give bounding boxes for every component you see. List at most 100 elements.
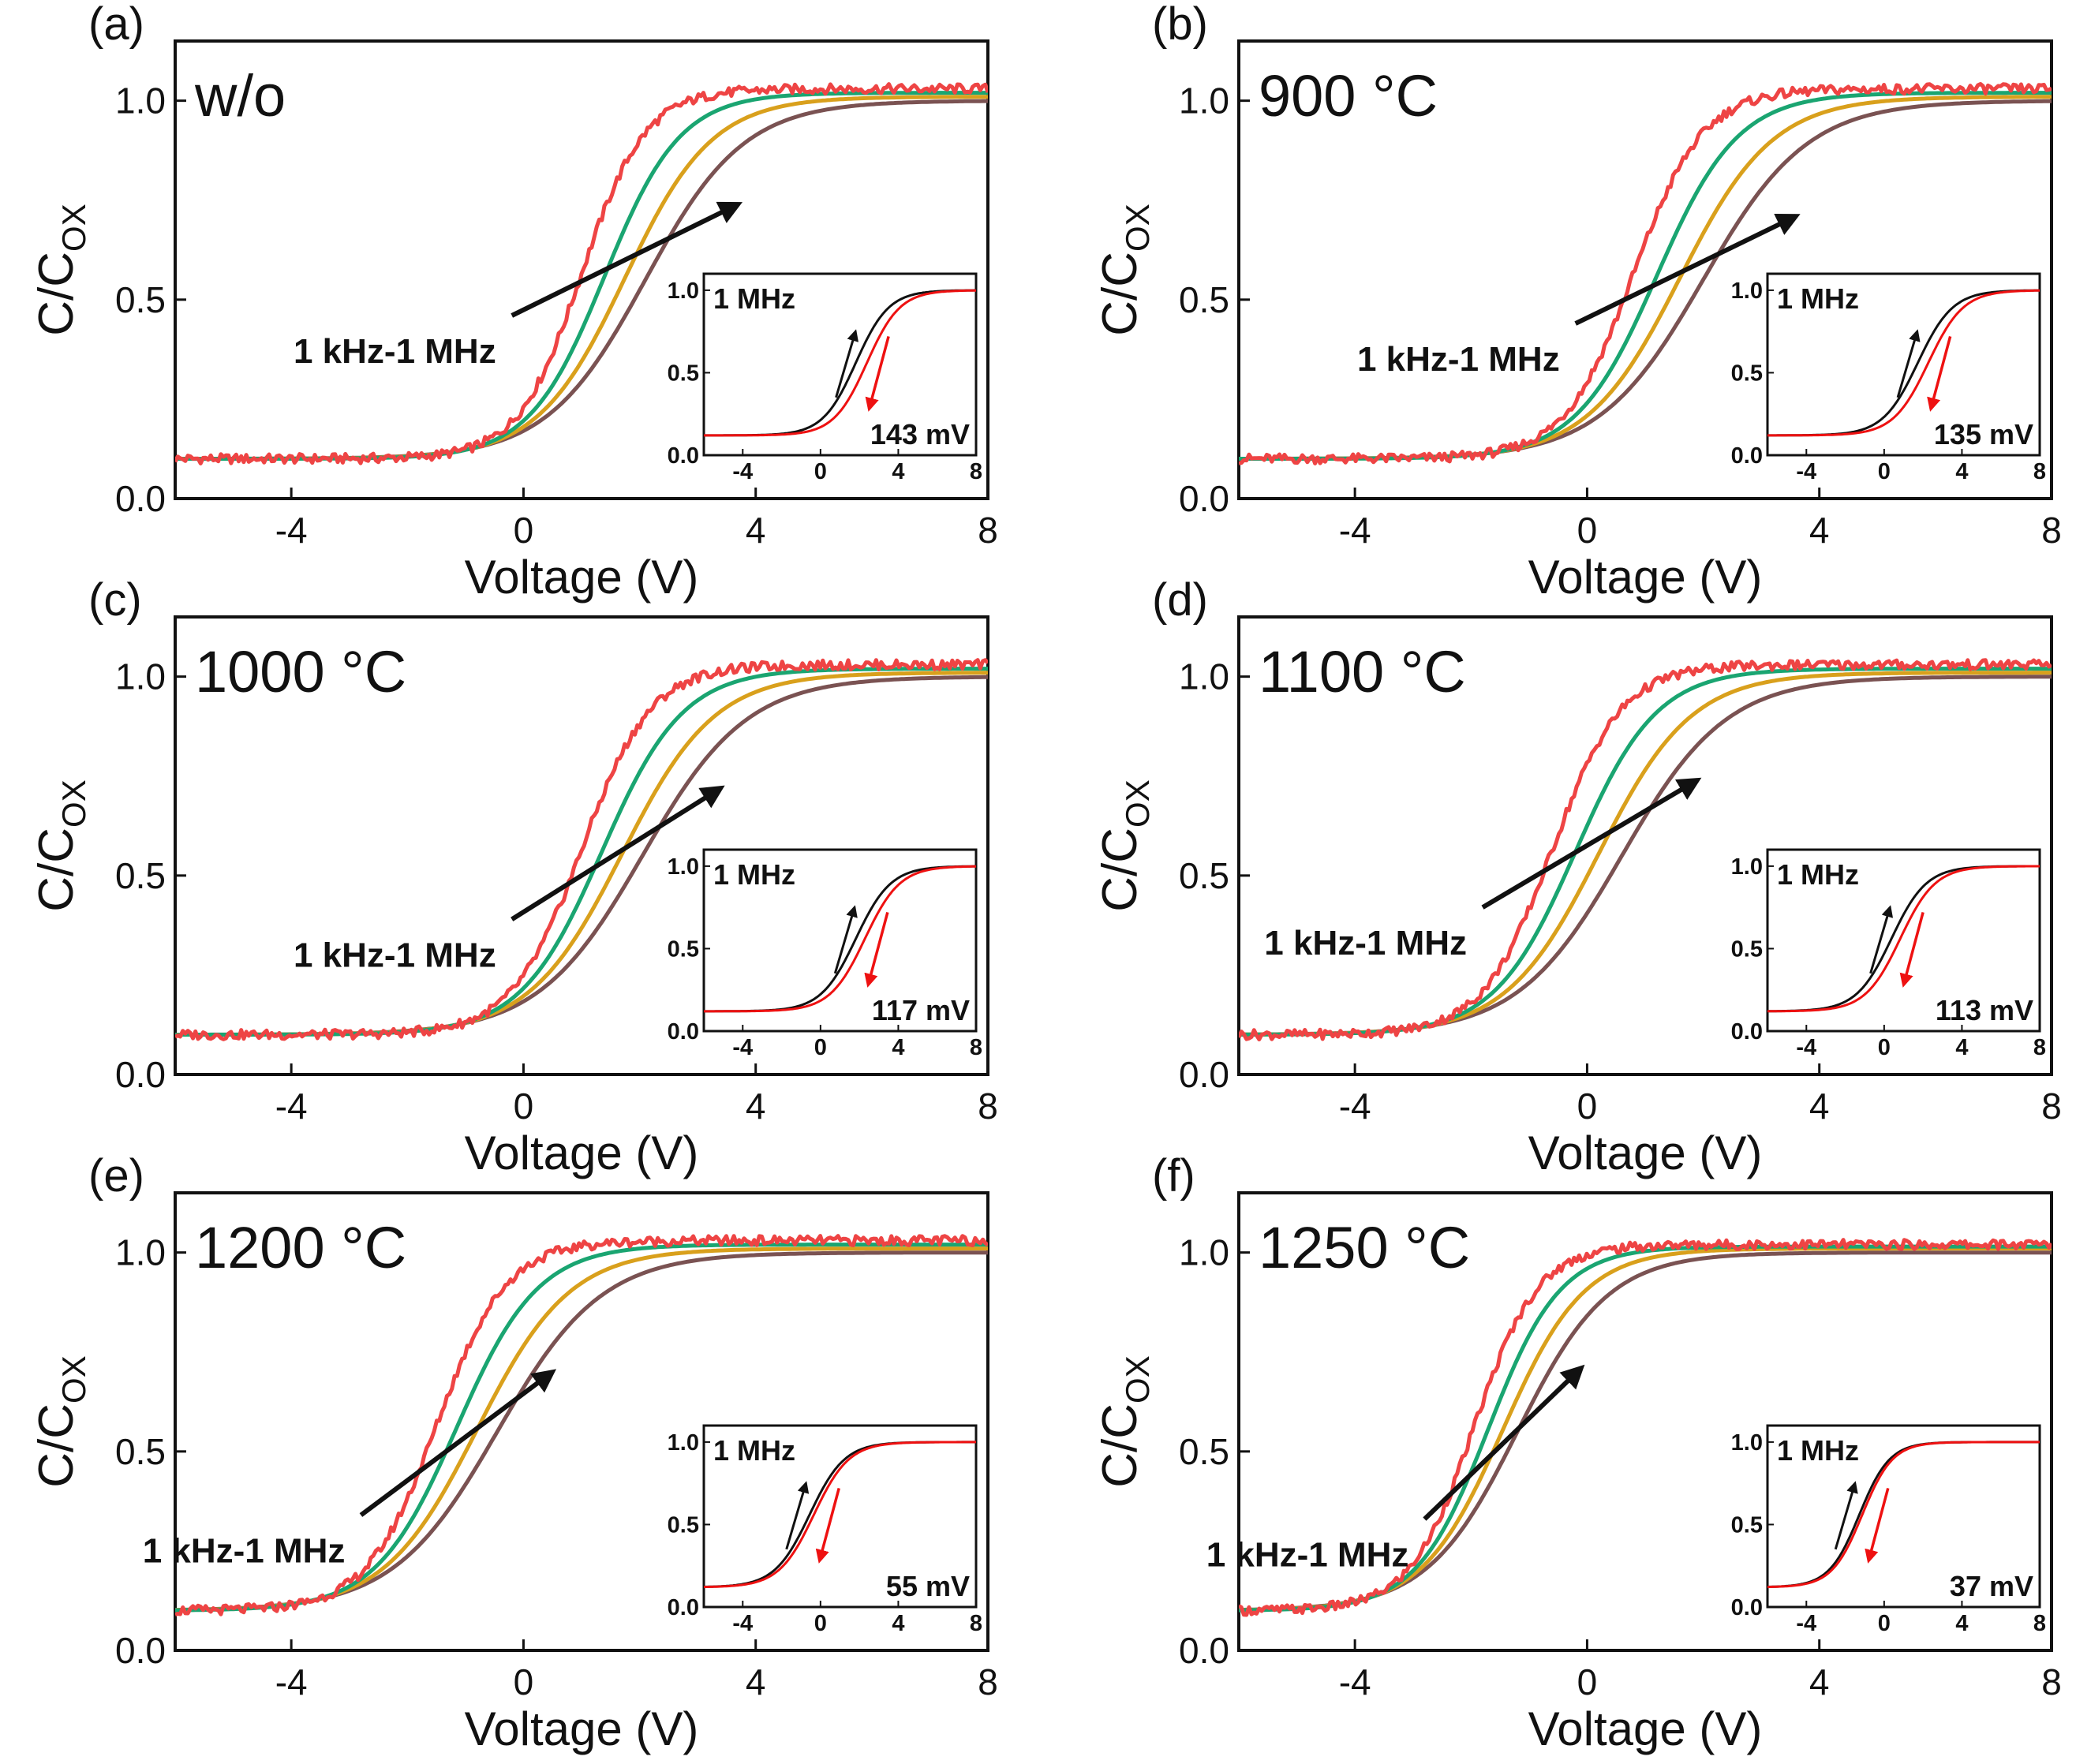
inset-y-tick-label: 0.5 — [1731, 936, 1763, 962]
x-tick-label: 0 — [1577, 510, 1598, 551]
inset-frame — [1766, 272, 2041, 457]
plot-frame — [174, 1191, 989, 1652]
frequency-arrow — [511, 785, 725, 921]
x-tick-label: 4 — [1809, 1661, 1830, 1702]
inset-reverse-sweep — [704, 865, 977, 1013]
plot-frame — [1237, 615, 2053, 1076]
inset-x-tick-label: 8 — [2033, 459, 2046, 484]
inset-reverse-arrow — [815, 1488, 840, 1564]
y-axis-label: C/COX — [1093, 204, 1156, 335]
series-group — [1239, 1238, 2052, 1617]
inset-y-tick-label: 0.5 — [668, 361, 699, 386]
inset-y-tick-label: 0.5 — [1731, 361, 1763, 386]
inset-x-tick-label: 0 — [1878, 459, 1891, 484]
inset-y-tick-label: 0.0 — [1731, 1595, 1763, 1620]
frequency-label: 1 kHz-1 MHz — [1264, 924, 1467, 962]
inset-y-tick-label: 0.0 — [1731, 1019, 1763, 1045]
panel-letter: (c) — [88, 574, 142, 626]
series-line-10khz — [1239, 667, 2052, 1037]
series-line-1khz — [175, 658, 988, 1041]
plot-frame — [1237, 1191, 2053, 1652]
y-tick-label: 0.0 — [1179, 1630, 1229, 1671]
x-tick-label: 8 — [978, 1661, 998, 1702]
series-line-1khz — [175, 82, 988, 465]
y-axis-label-main: C/C — [1093, 252, 1147, 336]
inset-y-tick-label: 0.0 — [668, 443, 699, 469]
x-axis-label: Voltage (V) — [465, 551, 699, 604]
y-tick-label: 1.0 — [1179, 1232, 1229, 1273]
panel-letter: (a) — [88, 0, 144, 50]
inset-frequency-label: 1 MHz — [713, 282, 795, 315]
inset-hysteresis-label: 37 mV — [1950, 1570, 2033, 1602]
x-axis-label: Voltage (V) — [465, 1127, 699, 1179]
y-axis-label-sub: OX — [55, 1355, 92, 1403]
panel-d: -4 0 4 8 0.0 0.5 1.0 Voltage (V) C/COX (d) 1100 °C… — [1093, 574, 2062, 1179]
inset-x-tick-label: 4 — [892, 1035, 904, 1060]
inset-x-tick-label: -4 — [1796, 459, 1816, 484]
inset-x-tick-label: 0 — [814, 1611, 827, 1636]
y-axis-label: C/COX — [29, 204, 92, 335]
inset-x-tick-label: 4 — [1955, 1611, 1968, 1636]
y-axis-label-main: C/C — [1093, 1403, 1147, 1488]
inset-y-tick-label: 1.0 — [668, 1430, 699, 1456]
condition-label: w/o — [194, 63, 286, 129]
condition-label: 1000 °C — [195, 639, 406, 704]
inset-forward-arrow — [785, 1481, 810, 1550]
frequency-label: 1 kHz-1 MHz — [1357, 340, 1560, 379]
y-tick-label: 0.0 — [115, 478, 166, 519]
y-tick-label: 0.5 — [1179, 1431, 1229, 1472]
plot-frame — [174, 615, 989, 1076]
frequency-label: 1 kHz-1 MHz — [294, 936, 496, 974]
inset-reverse-arrow — [864, 912, 889, 988]
inset-y-tick-label: 1.0 — [668, 854, 699, 880]
panel-letter: (e) — [88, 1150, 144, 1202]
series-line-10khz — [1239, 91, 2052, 461]
x-tick-label: 0 — [514, 510, 534, 551]
inset-reverse-arrow — [1865, 1488, 1890, 1564]
inset-forward-arrow — [835, 329, 859, 398]
frequency-arrow — [1574, 213, 1801, 326]
x-tick-label: -4 — [1339, 1661, 1371, 1702]
y-axis-label-sub: OX — [1119, 1355, 1156, 1403]
inset-y-tick-label: 0.0 — [668, 1019, 699, 1045]
y-axis-label-main: C/C — [1093, 828, 1147, 912]
inset-frame — [1766, 1424, 2041, 1609]
y-tick-label: 0.5 — [115, 1431, 166, 1472]
y-axis-label-sub: OX — [1119, 204, 1156, 252]
x-tick-label: 8 — [2041, 1086, 2062, 1127]
inset-frequency-label: 1 MHz — [1777, 1434, 1859, 1467]
y-axis-label: C/COX — [1093, 779, 1156, 911]
x-tick-label: 8 — [2041, 510, 2062, 551]
inset-y-tick-label: 1.0 — [1731, 1430, 1763, 1456]
y-axis-label-main: C/C — [29, 828, 84, 912]
x-axis-label: Voltage (V) — [1528, 1127, 1763, 1179]
series-line-1khz — [1239, 82, 2052, 465]
inset-reverse-sweep — [704, 289, 976, 437]
inset-frame — [702, 1424, 978, 1609]
inset-y-tick-label: 1.0 — [1731, 278, 1763, 304]
series-group — [175, 658, 988, 1041]
inset-x-tick-label: -4 — [732, 1611, 753, 1636]
inset-x-tick-label: 0 — [814, 1035, 827, 1060]
y-axis-label-main: C/C — [29, 252, 84, 336]
plot-frame — [174, 39, 989, 500]
plot-frame — [1237, 39, 2053, 500]
y-tick-label: 0.5 — [115, 279, 166, 320]
inset-hysteresis-label: 113 mV — [1936, 994, 2033, 1026]
frequency-label: 1 kHz-1 MHz — [1206, 1536, 1409, 1575]
frequency-label: 1 kHz-1 MHz — [294, 332, 496, 371]
y-tick-label: 0.5 — [1179, 279, 1229, 320]
inset-forward-arrow — [1896, 329, 1921, 398]
x-tick-label: -4 — [275, 1086, 308, 1127]
x-tick-label: 4 — [1809, 1086, 1830, 1127]
y-axis-label: C/COX — [29, 779, 92, 911]
x-tick-label: -4 — [1339, 510, 1371, 551]
inset-hysteresis-label: 55 mV — [886, 1570, 970, 1602]
panel-c: -4 0 4 8 0.0 0.5 1.0 Voltage (V) C/COX (c) 1000 °C… — [29, 574, 998, 1179]
x-tick-label: 0 — [514, 1086, 534, 1127]
inset-x-tick-label: 8 — [970, 1611, 982, 1636]
y-tick-label: 0.0 — [1179, 1054, 1229, 1095]
inset-forward-arrow — [833, 905, 858, 974]
inset: -4 0 4 8 0.0 0.5 1.0 1 MHz 143 mV — [668, 272, 982, 484]
